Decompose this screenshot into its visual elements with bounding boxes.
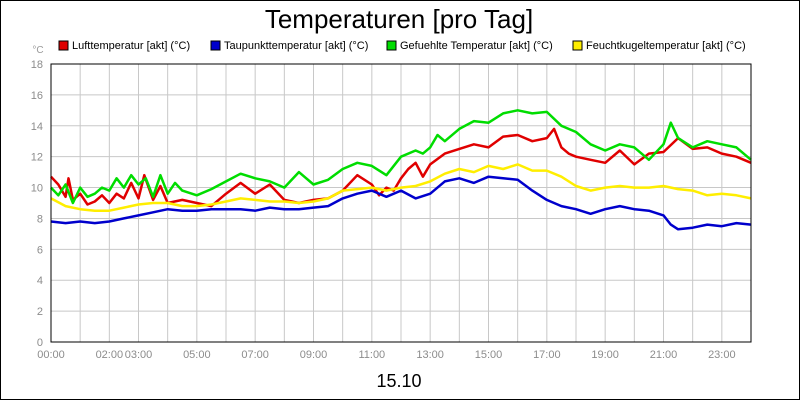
legend-swatch <box>572 40 583 51</box>
y-tick-label: 2 <box>37 306 43 318</box>
legend-swatch <box>210 40 221 51</box>
x-tick-label: 19:00 <box>591 349 619 361</box>
x-tick-label: 07:00 <box>241 349 269 361</box>
x-tick-label: 02:00 <box>96 349 124 361</box>
legend-label: Gefuehlte Temperatur [akt] (°C) <box>400 40 553 52</box>
series-lines <box>50 109 752 231</box>
legend-label: Feuchtkugeltemperatur [akt] (°C) <box>586 40 746 52</box>
series-line-1 <box>50 175 752 231</box>
y-tick-label: 10 <box>31 183 43 195</box>
y-tick-label: 16 <box>31 90 43 102</box>
date-label: 15.10 <box>376 371 421 391</box>
y-tick-label: 18 <box>31 59 43 71</box>
x-tick-label: 23:00 <box>708 349 736 361</box>
x-tick-label: 09:00 <box>300 349 328 361</box>
legend: Lufttemperatur [akt] (°C) Taupunkttempera… <box>58 40 746 52</box>
series-line-0 <box>50 127 752 208</box>
x-tick-label: 00:00 <box>37 349 65 361</box>
legend-swatch <box>58 40 69 51</box>
legend-swatch <box>386 40 397 51</box>
y-axis-unit: °C <box>32 45 43 56</box>
legend-label: Lufttemperatur [akt] (°C) <box>72 40 190 52</box>
legend-label: Taupunkttemperatur [akt] (°C) <box>224 40 368 52</box>
y-tick-label: 0 <box>37 337 43 349</box>
x-tick-label: 21:00 <box>650 349 678 361</box>
x-tick-label: 13:00 <box>416 349 444 361</box>
x-tick-label: 15:00 <box>475 349 503 361</box>
y-tick-label: 12 <box>31 152 43 164</box>
axis-ticks: 0 2 4 6 8 10 12 14 16 18 00:00 02:00 03:00 05:00 07:00… <box>31 59 736 361</box>
series-line-3 <box>50 163 752 212</box>
x-tick-label: 03:00 <box>125 349 153 361</box>
y-tick-label: 4 <box>37 275 43 287</box>
chart-title: Temperaturen [pro Tag] <box>265 4 533 34</box>
plot-area-border <box>50 63 752 343</box>
x-tick-label: 05:00 <box>183 349 211 361</box>
series-line-2 <box>50 109 752 205</box>
y-tick-label: 14 <box>31 121 43 133</box>
x-tick-label: 11:00 <box>358 349 385 361</box>
x-tick-label: 17:00 <box>533 349 561 361</box>
y-tick-label: 8 <box>37 213 43 225</box>
y-tick-label: 6 <box>37 244 43 256</box>
